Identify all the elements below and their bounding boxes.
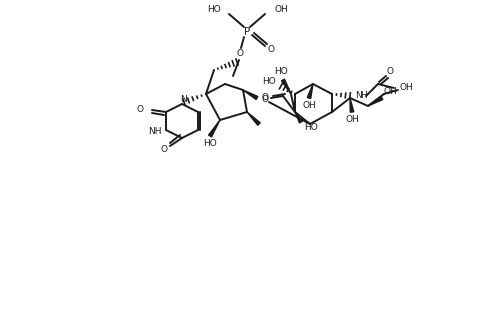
Text: O: O [237,50,244,59]
Text: N: N [181,95,188,104]
Polygon shape [368,96,383,106]
Text: OH: OH [345,115,359,124]
Text: OH: OH [275,6,289,14]
Text: O: O [386,67,393,76]
Text: O: O [262,95,269,105]
Text: HO: HO [274,67,288,76]
Text: HO: HO [203,139,217,149]
Text: P: P [244,27,250,37]
Text: O: O [161,145,167,154]
Polygon shape [295,112,302,123]
Text: HO: HO [207,6,221,14]
Text: OH: OH [399,84,413,92]
Text: O: O [137,105,144,115]
Text: H: H [360,91,367,100]
Text: NH: NH [148,126,162,135]
Text: O: O [262,94,269,103]
Text: OH: OH [302,101,316,110]
Text: N: N [355,91,362,100]
Text: OH: OH [383,87,397,96]
Polygon shape [307,84,313,99]
Polygon shape [247,112,260,125]
Text: O: O [268,45,274,53]
Polygon shape [281,79,291,94]
Text: HO: HO [262,77,276,86]
Polygon shape [209,120,220,137]
Polygon shape [243,90,258,100]
Polygon shape [350,98,354,112]
Text: HO: HO [304,124,318,133]
